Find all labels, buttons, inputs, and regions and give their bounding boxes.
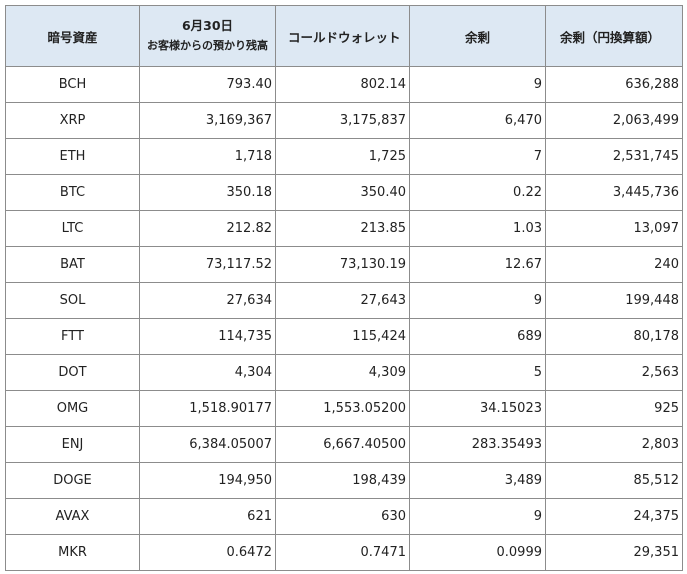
cell-surplus-jpy: 2,063,499 (545, 102, 683, 139)
table-body: BCH 793.40 802.14 9 636,288 XRP 3,169,367 3,175… (5, 66, 683, 571)
cell-surplus: 6,470 (409, 102, 546, 139)
table-row: FTT 114,735 115,424 689 80,178 (5, 318, 683, 355)
table-header: 暗号資産 6月30日 お客様からの預かり残高 コールドウォレット 余剰 余剰（円… (5, 5, 683, 67)
header-deposit-date: 6月30日 (181, 18, 234, 33)
cell-deposit-balance: 0.6472 (139, 534, 276, 571)
cell-asset-symbol: XRP (5, 102, 140, 139)
cell-cold-wallet: 198,439 (275, 462, 410, 499)
cell-surplus: 9 (409, 282, 546, 319)
cell-surplus: 34.15023 (409, 390, 546, 427)
cell-surplus-jpy: 29,351 (545, 534, 683, 571)
table-row: SOL 27,634 27,643 9 199,448 (5, 282, 683, 319)
header-asset: 暗号資産 (5, 5, 140, 67)
cell-surplus: 5 (409, 354, 546, 391)
header-deposit-balance: 6月30日 お客様からの預かり残高 (139, 5, 276, 67)
cell-deposit-balance: 4,304 (139, 354, 276, 391)
cell-deposit-balance: 350.18 (139, 174, 276, 211)
cell-surplus: 3,489 (409, 462, 546, 499)
cell-deposit-balance: 6,384.05007 (139, 426, 276, 463)
header-row: 暗号資産 6月30日 お客様からの預かり残高 コールドウォレット 余剰 余剰（円… (5, 5, 683, 67)
table-row: AVAX 621 630 9 24,375 (5, 498, 683, 535)
table-row: ENJ 6,384.05007 6,667.40500 283.35493 2,803 (5, 426, 683, 463)
cell-surplus-jpy: 2,563 (545, 354, 683, 391)
cell-cold-wallet: 27,643 (275, 282, 410, 319)
cell-cold-wallet: 0.7471 (275, 534, 410, 571)
cell-cold-wallet: 115,424 (275, 318, 410, 355)
cell-deposit-balance: 3,169,367 (139, 102, 276, 139)
cell-surplus-jpy: 240 (545, 246, 683, 283)
crypto-holdings-table: 暗号資産 6月30日 お客様からの預かり残高 コールドウォレット 余剰 余剰（円… (5, 5, 683, 571)
cell-surplus: 1.03 (409, 210, 546, 247)
header-cold-wallet: コールドウォレット (275, 5, 410, 67)
cell-surplus: 9 (409, 498, 546, 535)
cell-surplus: 689 (409, 318, 546, 355)
cell-cold-wallet: 3,175,837 (275, 102, 410, 139)
cell-asset-symbol: DOGE (5, 462, 140, 499)
cell-surplus-jpy: 85,512 (545, 462, 683, 499)
table-row: BCH 793.40 802.14 9 636,288 (5, 66, 683, 103)
table-row: ETH 1,718 1,725 7 2,531,745 (5, 138, 683, 175)
table-row: BAT 73,117.52 73,130.19 12.67 240 (5, 246, 683, 283)
header-deposit-label: お客様からの預かり残高 (147, 39, 268, 52)
cell-cold-wallet: 73,130.19 (275, 246, 410, 283)
cell-surplus: 0.0999 (409, 534, 546, 571)
cell-asset-symbol: BCH (5, 66, 140, 103)
cell-surplus-jpy: 636,288 (545, 66, 683, 103)
cell-asset-symbol: SOL (5, 282, 140, 319)
cell-deposit-balance: 212.82 (139, 210, 276, 247)
cell-cold-wallet: 1,553.05200 (275, 390, 410, 427)
cell-cold-wallet: 213.85 (275, 210, 410, 247)
holdings-table-container: 暗号資産 6月30日 お客様からの預かり残高 コールドウォレット 余剰 余剰（円… (5, 5, 683, 571)
cell-asset-symbol: AVAX (5, 498, 140, 535)
cell-asset-symbol: FTT (5, 318, 140, 355)
cell-surplus-jpy: 80,178 (545, 318, 683, 355)
header-surplus-jpy: 余剰（円換算額） (545, 5, 683, 67)
table-row: BTC 350.18 350.40 0.22 3,445,736 (5, 174, 683, 211)
cell-deposit-balance: 73,117.52 (139, 246, 276, 283)
cell-cold-wallet: 1,725 (275, 138, 410, 175)
cell-cold-wallet: 630 (275, 498, 410, 535)
cell-asset-symbol: ETH (5, 138, 140, 175)
cell-cold-wallet: 6,667.40500 (275, 426, 410, 463)
cell-deposit-balance: 194,950 (139, 462, 276, 499)
cell-surplus: 12.67 (409, 246, 546, 283)
cell-surplus: 9 (409, 66, 546, 103)
cell-surplus: 7 (409, 138, 546, 175)
cell-surplus-jpy: 13,097 (545, 210, 683, 247)
cell-asset-symbol: BAT (5, 246, 140, 283)
table-row: OMG 1,518.90177 1,553.05200 34.15023 925 (5, 390, 683, 427)
cell-cold-wallet: 350.40 (275, 174, 410, 211)
cell-surplus-jpy: 2,803 (545, 426, 683, 463)
cell-asset-symbol: DOT (5, 354, 140, 391)
cell-cold-wallet: 802.14 (275, 66, 410, 103)
cell-deposit-balance: 1,518.90177 (139, 390, 276, 427)
cell-deposit-balance: 1,718 (139, 138, 276, 175)
cell-deposit-balance: 27,634 (139, 282, 276, 319)
cell-surplus-jpy: 925 (545, 390, 683, 427)
cell-surplus: 283.35493 (409, 426, 546, 463)
cell-deposit-balance: 793.40 (139, 66, 276, 103)
table-row: DOT 4,304 4,309 5 2,563 (5, 354, 683, 391)
table-row: DOGE 194,950 198,439 3,489 85,512 (5, 462, 683, 499)
cell-surplus: 0.22 (409, 174, 546, 211)
cell-asset-symbol: MKR (5, 534, 140, 571)
cell-surplus-jpy: 3,445,736 (545, 174, 683, 211)
cell-cold-wallet: 4,309 (275, 354, 410, 391)
header-surplus: 余剰 (409, 5, 546, 67)
cell-asset-symbol: BTC (5, 174, 140, 211)
cell-asset-symbol: LTC (5, 210, 140, 247)
cell-surplus-jpy: 199,448 (545, 282, 683, 319)
cell-asset-symbol: OMG (5, 390, 140, 427)
table-row: MKR 0.6472 0.7471 0.0999 29,351 (5, 534, 683, 571)
cell-deposit-balance: 621 (139, 498, 276, 535)
cell-surplus-jpy: 2,531,745 (545, 138, 683, 175)
cell-surplus-jpy: 24,375 (545, 498, 683, 535)
cell-deposit-balance: 114,735 (139, 318, 276, 355)
table-row: XRP 3,169,367 3,175,837 6,470 2,063,499 (5, 102, 683, 139)
cell-asset-symbol: ENJ (5, 426, 140, 463)
table-row: LTC 212.82 213.85 1.03 13,097 (5, 210, 683, 247)
